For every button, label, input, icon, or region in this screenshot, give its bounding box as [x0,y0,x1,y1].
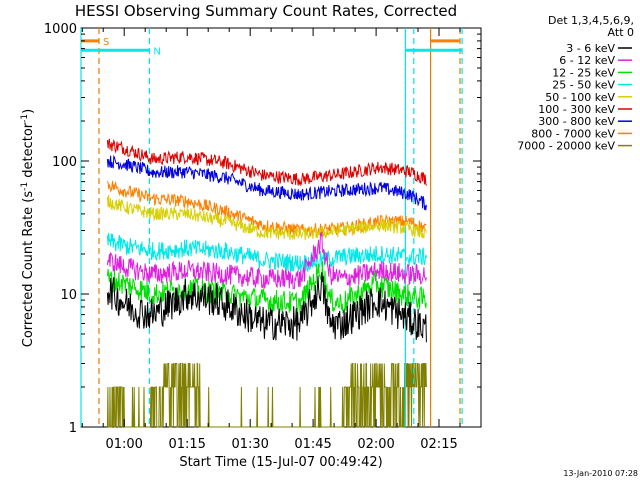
x-tick-label: 01:45 [294,437,331,452]
legend-label-25-50-kev: 25 - 50 keV [552,79,615,92]
footer-date: 13-Jan-2010 07:28 [563,469,638,478]
chart-title: HESSI Observing Summary Count Rates, Cor… [75,2,457,20]
plot-data-layer: SN [80,28,463,428]
series-12-25-kev-line [106,261,427,316]
y-axis-label: Corrected Count Rate (s-1 detector-1) [20,109,36,347]
y-tick-label: 1 [69,421,77,436]
n-bar-label: N [153,46,160,57]
x-axis-label: Start Time (15-Jul-07 00:49:42) [179,455,382,470]
x-tick-label: 01:00 [105,437,142,452]
series-25-50-kev-line [106,232,427,273]
series-3-6-kev-line [106,272,427,343]
legend-label-300-800-kev: 300 - 800 keV [538,115,615,128]
x-tick-label: 02:00 [357,437,394,452]
x-tick-label: 01:30 [231,437,268,452]
legend-header-1: Det 1,3,4,5,6,9, [548,14,634,27]
series-100-300-kev-line [106,138,427,187]
legend-label-7000-20000-kev: 7000 - 20000 keV [517,140,615,153]
legend-label-800-7000-kev: 800 - 7000 keV [531,127,615,140]
legend-label-6-12-kev: 6 - 12 keV [559,54,615,67]
legend-label-12-25-kev: 12 - 25 keV [552,66,615,79]
legend-label-3-6-kev: 3 - 6 keV [566,42,615,55]
axes-layer: 1 10 100 1000 01:00 01:15 01:30 01:45 02:00 02:15 [44,22,482,452]
x-tick-label: 01:15 [168,437,205,452]
x-tick-label: 02:15 [420,437,457,452]
s-bar-label: S [103,37,109,48]
legend-label-50-100-kev: 50 - 100 keV [545,91,615,104]
series-6-12-kev-line [106,231,427,290]
y-tick-label: 100 [52,155,77,170]
legend-label-100-300-kev: 100 - 300 keV [538,103,615,116]
series-50-100-kev-line [106,194,427,241]
series-7000-20000-kev-line [106,363,427,428]
y-tick-label: 10 [60,288,77,303]
legend-header-2: Att 0 [608,26,634,39]
series-300-800-kev-line [106,154,427,211]
y-tick-label: 1000 [44,22,77,37]
